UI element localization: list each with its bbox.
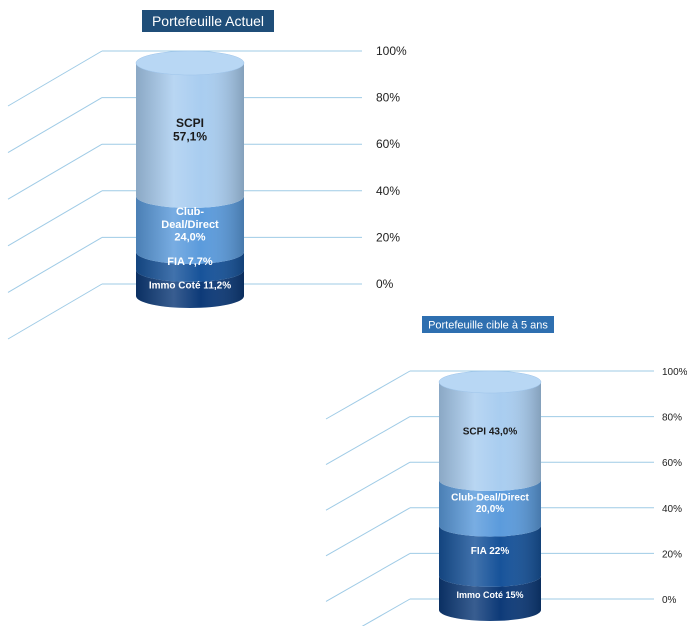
y-tick-label: 40% [376,184,400,198]
chart-portefeuille-actuel: 0% 20% 40% 60% 80% 100% Immo Coté 11,2% FIA 7,7… [7,10,407,340]
gridline-diagonal [325,461,411,511]
chart-title-box [142,10,274,32]
y-tick-label: 60% [662,458,682,469]
y-tick-label: 20% [376,230,400,244]
bar-segment-shade [439,525,541,587]
bar-segment-shade [439,382,541,492]
gridline-diagonal [7,236,103,293]
gridline-diagonal [7,50,103,107]
data-label-scpi: SCPI 43,0% [463,427,518,438]
data-label-immo-cot-: Immo Coté 11,2% [149,280,231,291]
gridline-diagonal [361,598,411,626]
gridline-diagonal [7,190,103,247]
data-label-club-deal-direct: Club-Deal/Direct 20,0% [451,493,529,515]
gridline-diagonal [7,143,103,200]
y-tick-label: 100% [662,367,687,378]
bar-segment-shade [439,480,541,537]
y-tick-label: 40% [662,504,682,515]
data-label-immo-cot-: Immo Coté 15% [456,590,523,600]
bar-segment-shade [439,575,541,621]
y-tick-label: 0% [662,595,677,606]
chart-title-box [422,316,554,333]
gridline-diagonal [7,97,103,154]
bar-segment-shade [136,63,244,209]
y-tick-label: 20% [662,549,682,560]
y-tick-label: 80% [662,413,682,424]
chart-title: Portefeuille Actuel [152,13,264,29]
data-label-fia: FIA 22% [471,546,510,557]
data-label-club-deal-direct: Club-Deal/Direct 24,0% [161,206,219,243]
gridline-diagonal [325,370,411,420]
gridline-diagonal [325,552,411,602]
chart-portefeuille-cible: 0% 20% 40% 60% 80% 100% Immo Coté 15% FIA 22% Cl… [325,316,687,626]
cylinder-top-cap [135,50,245,76]
data-label-scpi: SCPI 57,1% [173,116,207,144]
bar-segment-shade [136,269,244,308]
gridline-diagonal [7,283,103,340]
y-tick-label: 80% [376,91,400,105]
gridline-diagonal [325,507,411,557]
y-tick-label: 60% [376,137,400,151]
chart-title: Portefeuille cible à 5 ans [428,319,548,331]
y-tick-label: 0% [376,277,394,291]
data-label-fia: FIA 7,7% [167,256,213,268]
bar-segment-shade [136,251,244,282]
gridline-diagonal [325,416,411,466]
y-tick-label: 100% [376,44,407,58]
cylinder-top-cap [438,370,542,394]
bar-segment-shade [136,196,244,264]
